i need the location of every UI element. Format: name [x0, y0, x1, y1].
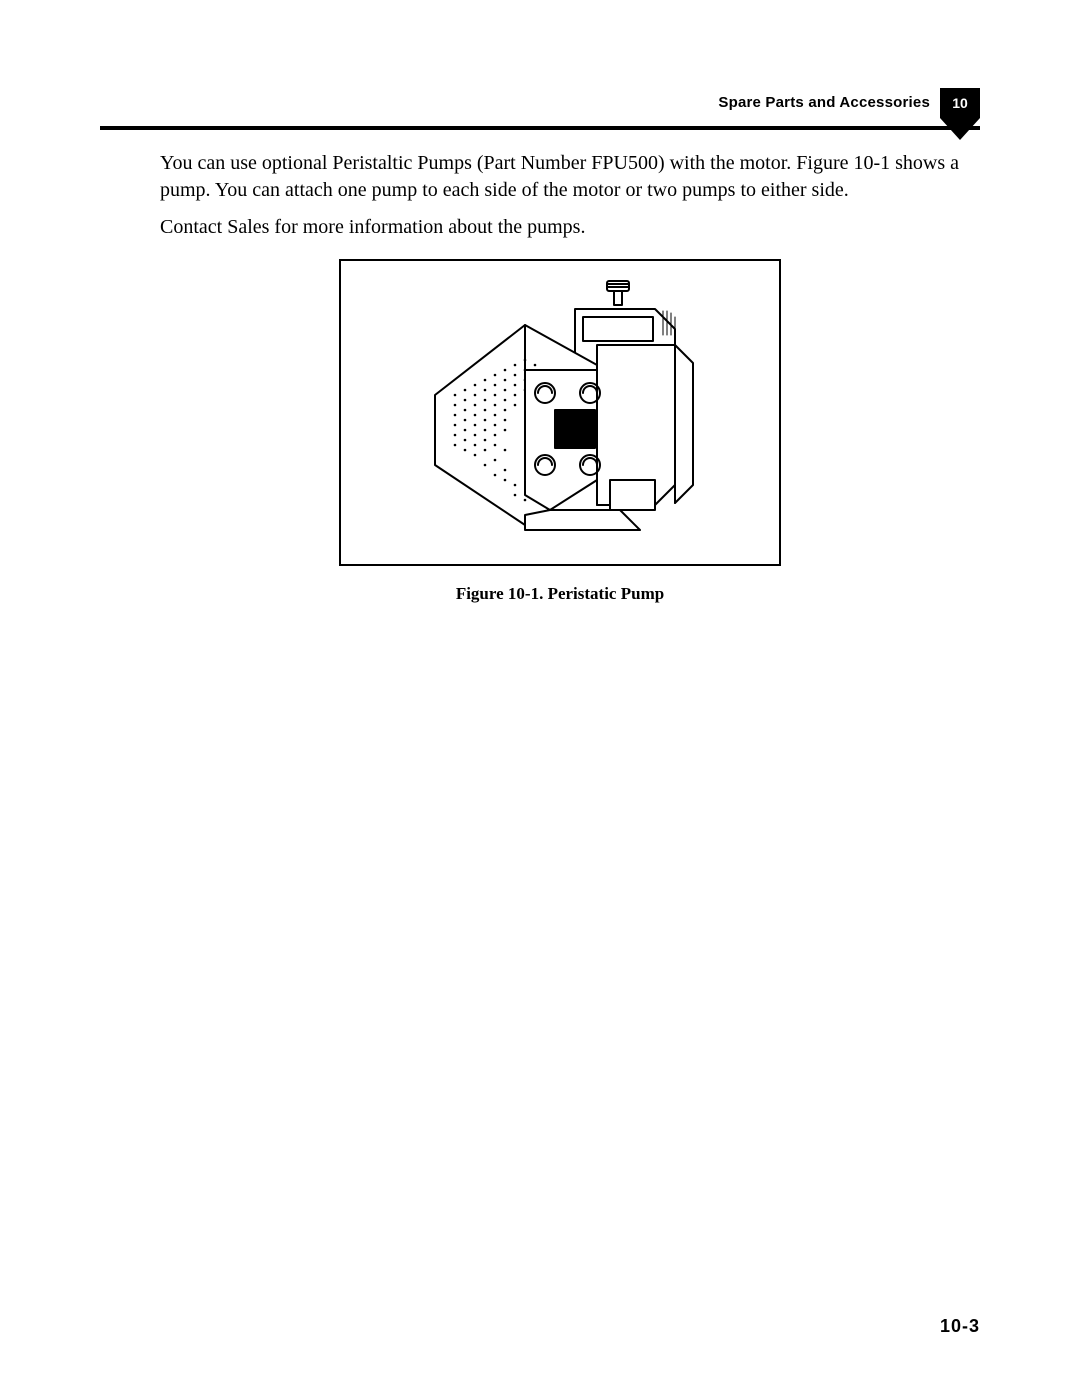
chapter-number: 10 — [940, 88, 980, 118]
paragraph-2: Contact Sales for more information about… — [160, 214, 960, 241]
page-number: 10-3 — [940, 1316, 980, 1337]
section-title: Spare Parts and Accessories — [718, 94, 930, 111]
paragraph-1: You can use optional Peristaltic Pumps (… — [160, 150, 960, 204]
page: Spare Parts and Accessories 10 You can u… — [0, 0, 1080, 1397]
pump-illustration-icon — [375, 275, 745, 545]
page-header: Spare Parts and Accessories 10 — [100, 88, 980, 128]
chapter-badge: 10 — [940, 88, 980, 140]
figure-caption: Figure 10-1. Peristatic Pump — [160, 584, 960, 604]
body-text: You can use optional Peristaltic Pumps (… — [100, 130, 980, 604]
figure-block: Figure 10-1. Peristatic Pump — [160, 259, 960, 604]
chapter-badge-pointer-icon — [940, 118, 980, 140]
figure-frame — [339, 259, 781, 566]
